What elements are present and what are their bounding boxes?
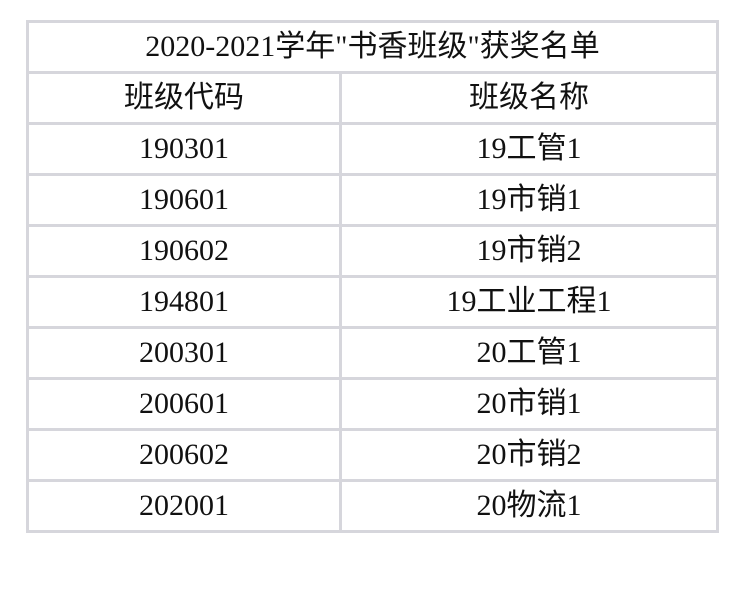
class-name-cell: 19市销1 bbox=[339, 173, 719, 227]
table-row: 200301 20工管1 bbox=[26, 326, 719, 380]
class-code-cell: 200601 bbox=[26, 377, 342, 431]
class-code-cell: 190602 bbox=[26, 224, 342, 278]
class-code-cell: 194801 bbox=[26, 275, 342, 329]
table-row: 190601 19市销1 bbox=[26, 173, 719, 227]
table-row: 200602 20市销2 bbox=[26, 428, 719, 482]
class-code-cell: 200301 bbox=[26, 326, 342, 380]
class-code-cell: 190601 bbox=[26, 173, 342, 227]
title-row: 2020-2021学年"书香班级"获奖名单 bbox=[26, 20, 719, 74]
table-title: 2020-2021学年"书香班级"获奖名单 bbox=[26, 20, 719, 74]
header-row: 班级代码 班级名称 bbox=[26, 71, 719, 125]
class-name-cell: 20物流1 bbox=[339, 479, 719, 533]
class-code-cell: 202001 bbox=[26, 479, 342, 533]
class-name-cell: 19市销2 bbox=[339, 224, 719, 278]
award-table: 2020-2021学年"书香班级"获奖名单 班级代码 班级名称 190301 19… bbox=[26, 20, 719, 533]
table-row: 202001 20物流1 bbox=[26, 479, 719, 533]
class-name-cell: 20市销2 bbox=[339, 428, 719, 482]
table-row: 190301 19工管1 bbox=[26, 122, 719, 176]
class-code-cell: 190301 bbox=[26, 122, 342, 176]
header-class-code: 班级代码 bbox=[26, 71, 342, 125]
table-row: 194801 19工业工程1 bbox=[26, 275, 719, 329]
class-name-cell: 19工业工程1 bbox=[339, 275, 719, 329]
class-name-cell: 19工管1 bbox=[339, 122, 719, 176]
class-name-cell: 20工管1 bbox=[339, 326, 719, 380]
header-class-name: 班级名称 bbox=[339, 71, 719, 125]
class-name-cell: 20市销1 bbox=[339, 377, 719, 431]
table-row: 190602 19市销2 bbox=[26, 224, 719, 278]
table-row: 200601 20市销1 bbox=[26, 377, 719, 431]
class-code-cell: 200602 bbox=[26, 428, 342, 482]
